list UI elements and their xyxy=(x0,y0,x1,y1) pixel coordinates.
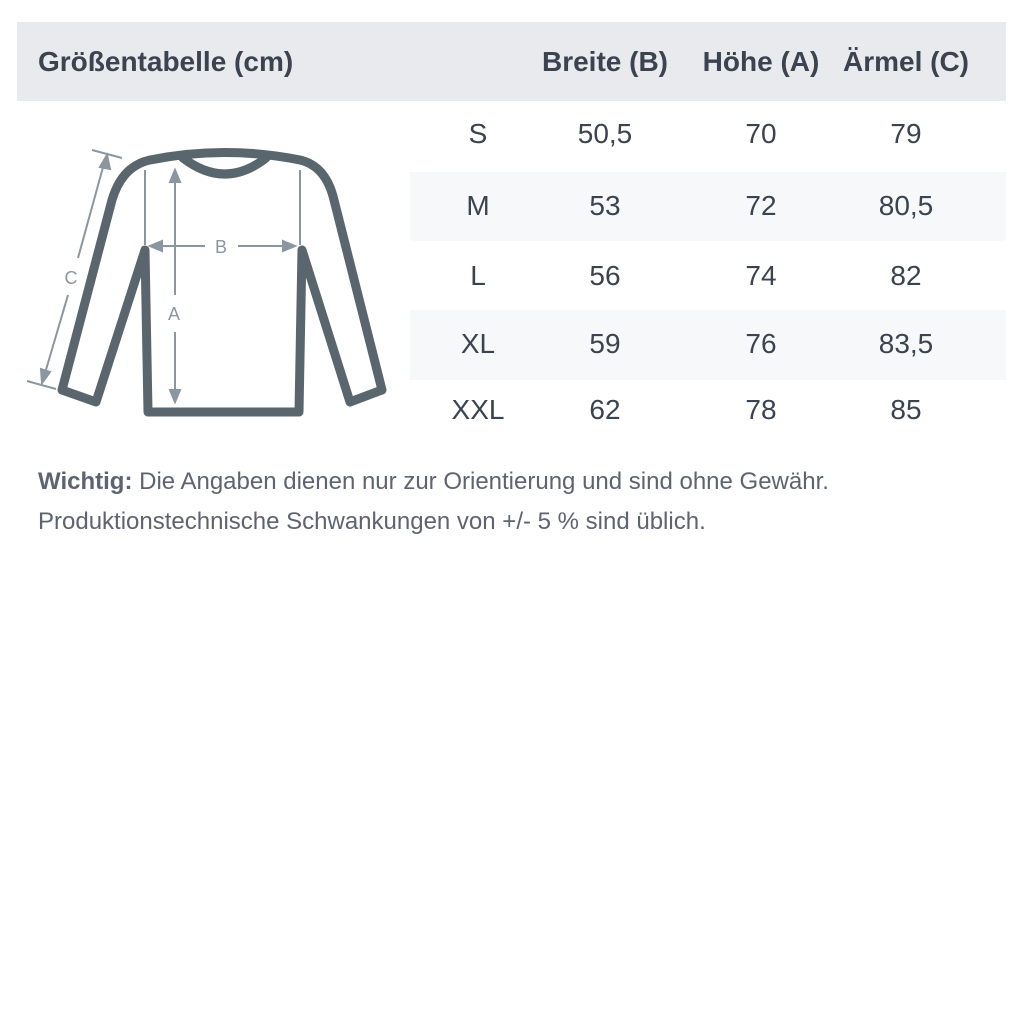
measurement-arrows-icon xyxy=(26,149,301,405)
page-title: Größentabelle (cm) xyxy=(38,46,294,77)
cell-hoehe: 70 xyxy=(745,118,777,149)
cell-breite: 56 xyxy=(589,260,621,291)
cell-breite: 53 xyxy=(589,190,621,221)
cell-aermel: 85 xyxy=(890,394,922,425)
size-label: S xyxy=(468,118,488,149)
cell-hoehe: 74 xyxy=(745,260,777,291)
size-label: M xyxy=(466,190,490,221)
cell-breite: 59 xyxy=(589,328,621,359)
size-label: XXL xyxy=(451,394,505,425)
size-label: L xyxy=(470,260,486,291)
cell-aermel: 80,5 xyxy=(878,190,934,221)
note-line1: Die Angaben dienen nur zur Orientierung … xyxy=(132,468,829,495)
size-label: XL xyxy=(460,328,496,359)
cell-hoehe: 76 xyxy=(745,328,777,359)
note-line2: Produktionstechnische Schwankungen von +… xyxy=(38,508,706,535)
cell-hoehe: 72 xyxy=(745,190,777,221)
cell-aermel: 83,5 xyxy=(878,328,934,359)
column-header-hoehe: Höhe (A) xyxy=(702,46,820,77)
sweater-diagram: B A C xyxy=(26,148,387,417)
cell-aermel: 79 xyxy=(890,118,922,149)
cell-aermel: 82 xyxy=(890,260,922,291)
label-c: C xyxy=(65,268,78,288)
cell-breite: 50,5 xyxy=(577,118,633,149)
label-b: B xyxy=(215,237,227,257)
label-a: A xyxy=(168,304,180,324)
row-stripe xyxy=(410,172,1006,241)
note-label: Wichtig: xyxy=(38,468,133,495)
note: Wichtig: Die Angaben dienen nur zur Orie… xyxy=(38,462,829,542)
column-header-aermel: Ärmel (C) xyxy=(842,46,970,77)
row-stripe xyxy=(410,310,1006,380)
sweater-outline-icon xyxy=(57,148,387,417)
cell-hoehe: 78 xyxy=(745,394,777,425)
column-header-breite: Breite (B) xyxy=(541,46,669,77)
cell-breite: 62 xyxy=(589,394,621,425)
table-header xyxy=(17,22,1006,101)
